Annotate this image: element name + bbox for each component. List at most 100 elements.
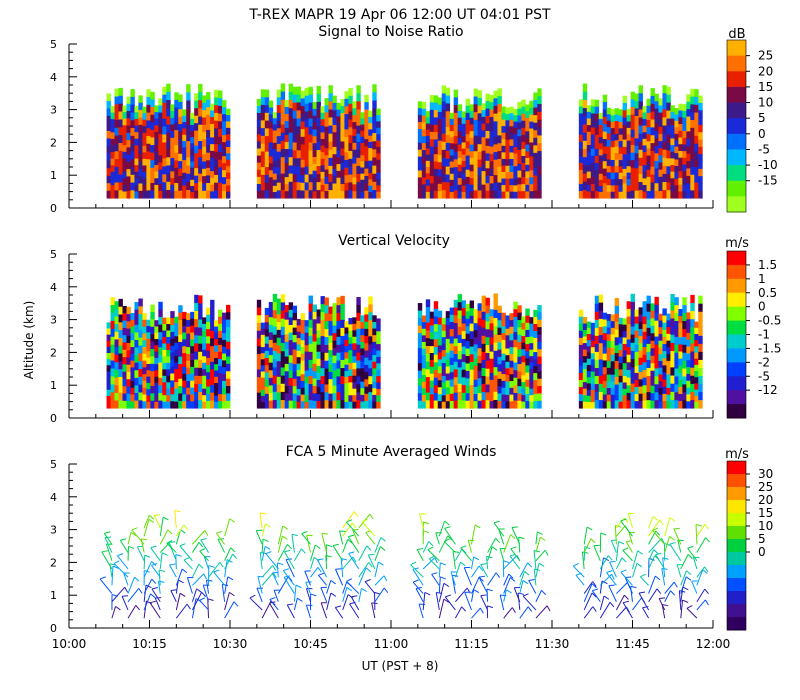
winds-barb-flag xyxy=(204,530,209,536)
vv-cell xyxy=(292,305,298,314)
vv-cell xyxy=(445,394,451,402)
snr-cell xyxy=(260,89,266,98)
snr-cell xyxy=(280,148,286,158)
snr-cell xyxy=(694,159,699,168)
vv-cell xyxy=(686,339,691,347)
vv-cell xyxy=(272,342,278,352)
snr-cell xyxy=(356,157,361,167)
snr-cell xyxy=(578,148,584,157)
winds-colorbar-swatch xyxy=(727,474,746,488)
vv-cell xyxy=(276,298,282,307)
snr-cell xyxy=(465,169,470,178)
winds-barb xyxy=(168,542,177,561)
snr-cell xyxy=(417,128,423,137)
snr-cell xyxy=(190,118,195,126)
vv-cell xyxy=(332,340,337,349)
snr-cell xyxy=(162,118,167,127)
snr-cell xyxy=(646,169,651,178)
snr-cell xyxy=(352,191,357,199)
snr-cell xyxy=(493,90,498,99)
vv-cell xyxy=(626,347,631,356)
vv-cell xyxy=(300,347,306,355)
vv-cell xyxy=(477,318,482,327)
vv-cell xyxy=(425,369,431,378)
vv-colorbar: 1.510.50-0.5-1-1.5-2-5-12 xyxy=(726,250,781,419)
winds-barb xyxy=(625,541,633,553)
vv-cell xyxy=(594,311,600,321)
vv-cell xyxy=(344,377,349,384)
vv-cell xyxy=(449,400,455,409)
winds-barb xyxy=(412,581,424,594)
snr-cell xyxy=(578,127,584,136)
snr-cell xyxy=(437,119,443,127)
snr-cell xyxy=(662,165,667,175)
snr-cell xyxy=(429,102,435,111)
snr-cell xyxy=(178,153,183,162)
vv-cell xyxy=(626,392,631,401)
vv-cell xyxy=(634,401,639,409)
snr-cell xyxy=(594,99,600,108)
vv-cell xyxy=(340,376,345,385)
winds-barb xyxy=(175,603,188,619)
vv-cell xyxy=(493,309,498,319)
snr-cell xyxy=(222,177,227,185)
snr-cell xyxy=(198,149,203,158)
snr-cell xyxy=(582,116,588,125)
vv-cell xyxy=(344,389,349,397)
snr-cell xyxy=(501,152,506,160)
winds-barb xyxy=(358,588,362,602)
snr-cell xyxy=(694,135,699,145)
snr-cell xyxy=(276,97,282,106)
snr-cell xyxy=(206,92,211,101)
vv-cell xyxy=(138,337,143,346)
snr-cell xyxy=(268,149,274,157)
vv-cell xyxy=(421,322,427,330)
winds-barb xyxy=(661,568,666,586)
snr-cell xyxy=(445,150,451,160)
snr-cell xyxy=(662,190,667,199)
vv-cell xyxy=(146,351,151,359)
snr-cell xyxy=(194,115,199,124)
winds-barb xyxy=(438,562,441,578)
vv-cell xyxy=(190,360,195,368)
snr-cell xyxy=(590,113,596,121)
snr-cell xyxy=(650,174,655,183)
snr-cell xyxy=(658,133,663,142)
vv-cell xyxy=(489,386,494,395)
winds-barb-flag xyxy=(427,546,434,551)
snr-cell xyxy=(694,128,699,137)
snr-cell xyxy=(646,120,651,128)
snr-cell xyxy=(610,121,616,129)
vv-cell xyxy=(650,355,655,364)
snr-cell xyxy=(658,191,663,199)
snr-cell xyxy=(312,136,317,144)
snr-cell xyxy=(537,190,542,199)
vv-cell xyxy=(166,330,171,338)
snr-cell xyxy=(586,178,592,186)
winds-barb xyxy=(616,606,627,619)
vv-cell xyxy=(114,331,119,340)
snr-cell xyxy=(517,184,522,192)
winds-barb-flag xyxy=(201,591,207,597)
snr-cell xyxy=(360,185,365,193)
snr-y-tick-label: 0 xyxy=(50,202,57,215)
winds-barb xyxy=(261,565,274,578)
vv-cell xyxy=(182,360,187,368)
vv-cell xyxy=(332,385,337,394)
snr-cell xyxy=(425,185,431,193)
snr-cell xyxy=(666,134,671,143)
vv-cell xyxy=(650,340,655,349)
vv-cell xyxy=(276,322,282,331)
vv-cell xyxy=(690,335,695,344)
snr-cell xyxy=(138,110,143,118)
vv-cell xyxy=(106,377,111,385)
vv-cell xyxy=(638,307,643,315)
snr-cell xyxy=(110,145,115,153)
vv-cell xyxy=(360,315,365,323)
winds-barb-flag xyxy=(620,569,627,573)
vv-cell xyxy=(586,401,592,409)
vv-cell xyxy=(594,384,600,393)
snr-cell xyxy=(114,166,119,176)
snr-cell xyxy=(364,124,369,133)
vv-cell xyxy=(425,377,431,386)
